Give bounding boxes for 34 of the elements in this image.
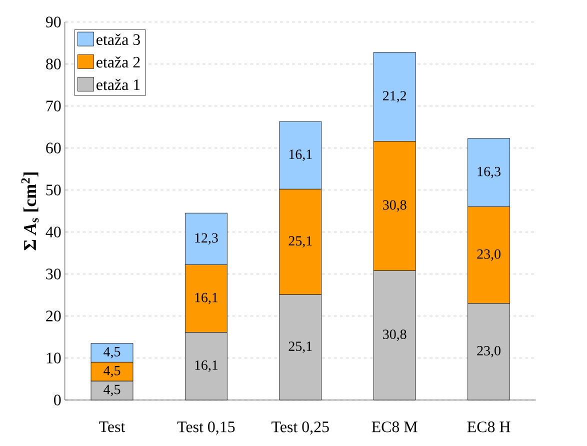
data-label: 4,5	[104, 366, 120, 378]
x-tick-label: EC8 M	[372, 422, 418, 432]
y-tick-label: 40	[46, 226, 61, 238]
data-label: 12,3	[195, 233, 218, 245]
data-label: 21,2	[383, 91, 406, 102]
x-tick-label: Test 0,25	[272, 422, 329, 435]
data-label: 25,1	[288, 236, 312, 248]
y-tick-label: 0	[54, 394, 61, 406]
x-tick-label: Test	[99, 422, 126, 432]
data-label: 16,1	[289, 150, 312, 162]
y-tick-label: 20	[46, 310, 61, 322]
data-label: 16,1	[195, 292, 218, 304]
data-label: 23,0	[477, 346, 500, 358]
legend-label: etaža 3	[96, 34, 140, 45]
y-tick-label: 50	[46, 184, 61, 196]
data-label: 23,0	[477, 249, 500, 261]
legend-label: etaža 2	[96, 56, 140, 68]
data-label: 16,3	[478, 166, 500, 178]
data-label: 30,8	[383, 330, 406, 342]
y-tick-label: 10	[46, 352, 61, 364]
x-tick-label: Test 0,15	[177, 422, 235, 435]
data-label: 4,5	[104, 347, 120, 358]
y-tick-label: 70	[46, 100, 61, 112]
y-tick-label: 30	[46, 268, 61, 280]
y-axis-title: Σ A$_{s}$ [cm$^{2}$]	[21, 172, 39, 250]
data-label: 16,1	[195, 360, 218, 372]
y-tick-label: 90	[46, 16, 61, 28]
data-label: 25,1	[288, 342, 312, 353]
legend-label: etaža 1	[96, 78, 140, 90]
y-tick-label: 80	[46, 58, 61, 70]
x-tick-label: EC8 H	[467, 422, 510, 432]
data-label: 4,5	[104, 384, 120, 396]
y-tick-label: 60	[46, 142, 61, 154]
data-label: 30,8	[383, 200, 406, 212]
